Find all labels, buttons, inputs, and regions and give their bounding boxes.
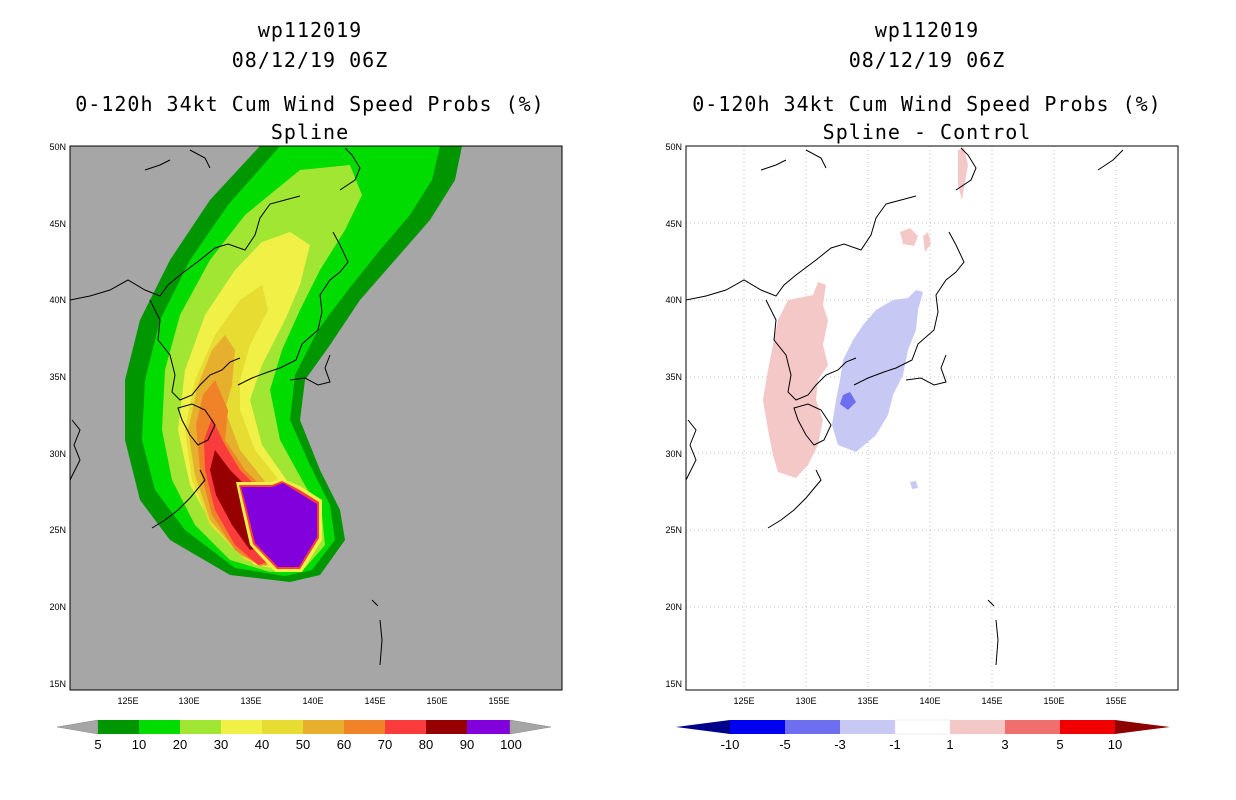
lon-label: 130E [795, 696, 816, 706]
colorbar-label: 20 [173, 737, 187, 752]
left-probability-map: 50N 45N 40N 35N 30N 25N 20N 15N 125E 130… [49, 142, 563, 752]
lon-label: 140E [302, 696, 323, 706]
lat-label: 50N [665, 142, 682, 152]
colorbar-swatch [344, 720, 385, 734]
right-lon-labels: 125E 130E 135E 140E 145E 150E 155E [733, 696, 1126, 706]
lon-label: 145E [364, 696, 385, 706]
colorbar-label: 50 [296, 737, 310, 752]
colorbar-label: 80 [419, 737, 433, 752]
colorbar-left-arrow [56, 719, 99, 735]
colorbar-right-arrow [509, 719, 552, 735]
lon-label: 145E [981, 696, 1002, 706]
lat-label: 30N [665, 449, 682, 459]
colorbar-label: 10 [1108, 737, 1122, 752]
right-title-datetime: 08/12/19 06Z [848, 48, 1006, 72]
colorbar-label: -3 [834, 737, 846, 752]
colorbar-swatch [1060, 720, 1115, 734]
lat-label: 35N [49, 372, 66, 382]
left-title-datetime: 08/12/19 06Z [231, 48, 389, 72]
colorbar-swatch [221, 720, 262, 734]
map-background [686, 146, 1178, 690]
probability-swath [125, 146, 462, 582]
lon-label: 150E [1043, 696, 1064, 706]
left-title-storm-id: wp112019 [257, 18, 363, 42]
lon-label: 155E [488, 696, 509, 706]
colorbar-label: 5 [94, 737, 101, 752]
colorbar-label: 40 [255, 737, 269, 752]
lat-label: 15N [49, 679, 66, 689]
colorbar-label: 3 [1001, 737, 1008, 752]
colorbar-swatch [894, 719, 951, 735]
colorbar-swatch [950, 720, 1005, 734]
colorbar-swatch [262, 720, 303, 734]
lat-label: 45N [665, 219, 682, 229]
colorbar-swatch [785, 720, 840, 734]
coastlines [686, 147, 1124, 666]
lat-label: 50N [49, 142, 66, 152]
lon-label: 150E [426, 696, 447, 706]
lon-label: 135E [240, 696, 261, 706]
lat-label: 30N [49, 449, 66, 459]
left-lon-labels: 125E 130E 135E 140E 145E 150E 155E [117, 696, 509, 706]
colorbar-label: 30 [214, 737, 228, 752]
lon-label: 155E [1105, 696, 1126, 706]
colorbar-label: -5 [779, 737, 791, 752]
colorbar-label: 90 [460, 737, 474, 752]
colorbar-swatch [139, 720, 180, 734]
colorbar-label: 10 [132, 737, 146, 752]
lat-label: 25N [49, 525, 66, 535]
right-title-storm-id: wp112019 [874, 18, 980, 42]
map-frame [69, 145, 563, 691]
right-title-product: 0-120h 34kt Cum Wind Speed Probs (%) [692, 92, 1162, 116]
colorbar-right-arrow [1115, 720, 1170, 734]
colorbar-label: 1 [946, 737, 953, 752]
lat-label: 20N [49, 602, 66, 612]
colorbar-label: -10 [721, 737, 740, 752]
left-title-subtitle: Spline [270, 120, 350, 144]
lat-label: 20N [665, 602, 682, 612]
colorbar-swatch [303, 720, 344, 734]
colorbar-swatch [730, 720, 785, 734]
left-title-product: 0-120h 34kt Cum Wind Speed Probs (%) [75, 92, 545, 116]
lat-label: 45N [49, 219, 66, 229]
lat-label: 40N [665, 295, 682, 305]
right-lat-labels: 50N 45N 40N 35N 30N 25N 20N 15N [665, 142, 682, 689]
colorbar-label: 60 [337, 737, 351, 752]
lon-label: 125E [733, 696, 754, 706]
colorbar-label: 100 [500, 737, 522, 752]
colorbar-swatch [98, 720, 139, 734]
right-difference-map: 50N 45N 40N 35N 30N 25N 20N 15N 125E 130… [665, 142, 1179, 752]
colorbar-label: 5 [1056, 737, 1063, 752]
colorbar-label: -1 [889, 737, 901, 752]
lat-label: 15N [665, 679, 682, 689]
lat-label: 40N [49, 295, 66, 305]
colorbar-swatch [426, 720, 467, 734]
coastlines [70, 147, 383, 666]
colorbar-swatch [1005, 720, 1060, 734]
colorbar-swatch [467, 720, 510, 734]
lon-label: 140E [919, 696, 940, 706]
colorbar-label: 70 [378, 737, 392, 752]
right-colorbar: -10 -5 -3 -1 1 3 5 10 [676, 719, 1170, 752]
left-colorbar: 5 10 20 30 40 50 60 70 80 90 100 [56, 719, 552, 752]
left-lat-labels: 50N 45N 40N 35N 30N 25N 20N 15N [49, 142, 66, 689]
colorbar-left-arrow [676, 720, 730, 734]
colorbar-swatch [385, 720, 426, 734]
lon-label: 125E [117, 696, 138, 706]
lat-label: 35N [665, 372, 682, 382]
colorbar-swatch [840, 720, 895, 734]
right-title-subtitle: Spline - Control [822, 120, 1032, 144]
lat-label: 25N [665, 525, 682, 535]
lon-label: 130E [178, 696, 199, 706]
map-frame [685, 145, 1179, 691]
colorbar-swatch [180, 720, 221, 734]
difference-shading [763, 148, 968, 489]
lon-label: 135E [857, 696, 878, 706]
